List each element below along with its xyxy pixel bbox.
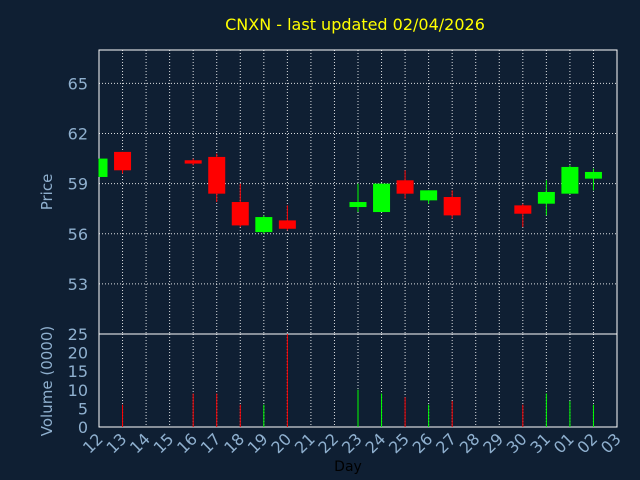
volume-tick-label: 5 (78, 399, 88, 418)
candle-body (208, 156, 226, 194)
candle-body (561, 166, 579, 194)
x-axis: 1213141516171819202122232425262728293031… (79, 429, 625, 457)
volume-tick-label: 20 (68, 344, 88, 363)
candle-body (349, 202, 367, 208)
candle-body (373, 183, 391, 213)
candle-body (231, 202, 249, 226)
volume-tick-label: 25 (68, 325, 88, 344)
candle-body (255, 217, 273, 233)
candle-body (278, 220, 296, 229)
candle-body (114, 151, 132, 171)
price-tick-label: 62 (68, 125, 88, 144)
chart-title: CNXN - last updated 02/04/2026 (225, 15, 485, 34)
price-tick-label: 53 (68, 275, 88, 294)
price-tick-label: 56 (68, 225, 88, 244)
candle-body (396, 180, 414, 194)
candle-body (514, 205, 532, 214)
candle-body (584, 171, 602, 179)
volume-tick-label: 10 (68, 381, 88, 400)
price-panel: 53 56 59 62 65 (68, 49, 618, 335)
price-axis-label: Price (38, 174, 56, 211)
volume-axis-label: Volume (0000) (38, 326, 56, 436)
candle-body (537, 192, 555, 204)
candle-body (99, 158, 108, 177)
candle-body (184, 160, 202, 164)
x-axis-label: Day (334, 459, 362, 475)
price-tick-label: 59 (68, 175, 88, 194)
candle-body (420, 190, 438, 201)
price-tick-label: 65 (68, 74, 88, 93)
x-tick-label: 03 (597, 429, 625, 457)
candle-body (443, 197, 461, 216)
volume-tick-label: 0 (78, 418, 88, 437)
volume-tick-label: 15 (68, 362, 88, 381)
